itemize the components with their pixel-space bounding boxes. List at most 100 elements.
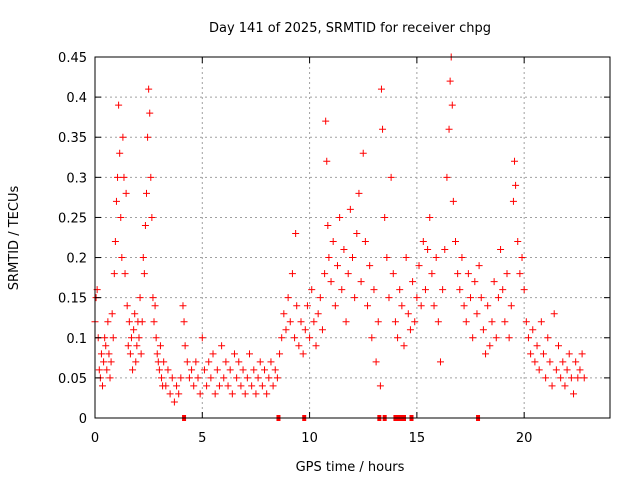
data-point [200, 366, 208, 374]
data-point [430, 302, 438, 310]
data-point [164, 366, 172, 374]
data-point [344, 270, 352, 278]
data-point [570, 390, 578, 398]
y-tick-label: 0.1 [66, 332, 87, 347]
data-point [97, 350, 105, 358]
data-point [518, 254, 526, 262]
data-point [368, 334, 376, 342]
data-point [291, 334, 299, 342]
data-point [303, 302, 311, 310]
data-point [357, 278, 365, 286]
data-point [118, 254, 126, 262]
data-point [297, 318, 305, 326]
data-point [252, 390, 260, 398]
data-point [117, 213, 125, 221]
data-point [355, 189, 363, 197]
data-point [458, 254, 466, 262]
data-point [333, 262, 341, 270]
data-point [385, 294, 393, 302]
data-point [280, 310, 288, 318]
data-point [580, 374, 588, 382]
data-point [100, 358, 108, 366]
y-tick-label: 0.45 [58, 51, 87, 66]
data-point [366, 262, 374, 270]
data-point [572, 358, 580, 366]
data-point [550, 310, 558, 318]
data-point [141, 221, 149, 229]
data-point [192, 358, 200, 366]
data-point [391, 318, 399, 326]
data-point [443, 173, 451, 181]
data-point [559, 358, 567, 366]
data-point [512, 181, 520, 189]
data-point [561, 382, 569, 390]
data-point [146, 109, 154, 117]
data-point [477, 294, 485, 302]
data-point [160, 358, 168, 366]
data-point [312, 342, 320, 350]
data-point [203, 382, 211, 390]
data-point [578, 350, 586, 358]
data-point [567, 374, 575, 382]
data-point [370, 286, 378, 294]
data-point [329, 238, 337, 246]
data-point [406, 326, 414, 334]
data-point [539, 350, 547, 358]
data-point [340, 246, 348, 254]
data-point [170, 398, 178, 406]
data-point [353, 229, 361, 237]
y-tick-label: 0.15 [58, 292, 87, 307]
data-point [475, 262, 483, 270]
data-point [533, 342, 541, 350]
data-point [213, 366, 221, 374]
data-point [132, 358, 140, 366]
data-point [173, 382, 181, 390]
data-point [246, 350, 253, 358]
data-point [452, 238, 459, 246]
data-point [254, 374, 262, 382]
data-point [211, 390, 219, 398]
data-point [180, 318, 188, 326]
data-point [99, 382, 107, 390]
data-point [522, 318, 530, 326]
data-point [379, 125, 387, 133]
data-point [152, 334, 160, 342]
data-point [488, 318, 496, 326]
data-point [413, 294, 421, 302]
data-point [529, 326, 537, 334]
data-point [155, 366, 163, 374]
data-point [574, 374, 582, 382]
data-point [138, 318, 146, 326]
x-tick-label: 0 [91, 431, 99, 446]
data-point [301, 326, 309, 334]
data-point [537, 318, 545, 326]
data-point [482, 350, 490, 358]
data-point [276, 350, 284, 358]
data-point [514, 238, 522, 246]
data-point [284, 294, 292, 302]
data-point [456, 286, 464, 294]
y-tick-label: 0 [79, 412, 87, 427]
data-point [364, 302, 372, 310]
data-point [162, 382, 170, 390]
data-point [233, 374, 241, 382]
data-point [248, 382, 256, 390]
data-point [308, 286, 316, 294]
data-point [411, 318, 419, 326]
data-point [402, 254, 410, 262]
data-point [143, 189, 150, 197]
data-point [136, 294, 144, 302]
data-point [278, 334, 286, 342]
data-point [106, 374, 114, 382]
data-point [381, 213, 389, 221]
data-point [188, 366, 196, 374]
data-point [175, 390, 183, 398]
data-point [261, 366, 269, 374]
data-point [555, 342, 562, 350]
data-point [531, 358, 539, 366]
data-point [218, 342, 226, 350]
data-point [168, 374, 176, 382]
data-point [535, 366, 543, 374]
data-point [325, 254, 333, 262]
